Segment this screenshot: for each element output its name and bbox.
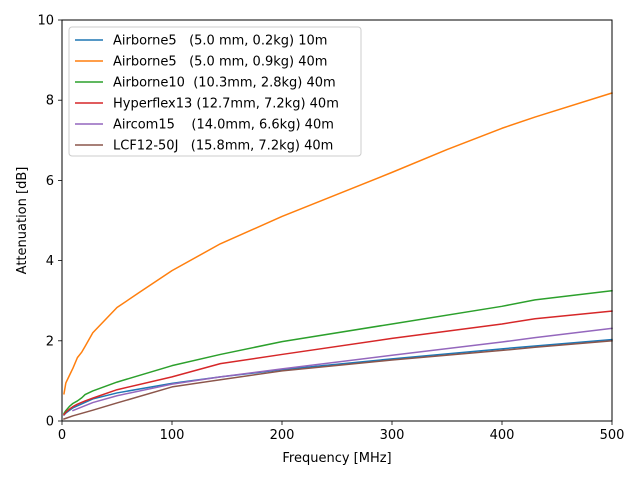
legend-label: Airborne5 (5.0 mm, 0.2kg) 10m [113,34,327,49]
plot-lines [62,92,613,420]
y-tick-label: 4 [46,254,54,269]
series-line-4 [62,310,613,416]
x-tick-label: 400 [490,428,515,443]
y-axis-ticks: 0 2 4 6 8 10 [37,14,62,430]
legend-label: Aircom15 (14.0mm, 6.6kg) 40m [113,118,334,133]
legend-box [68,26,362,157]
legend-label: Hyperflex13 (12.7mm, 7.2kg) 40m [113,97,339,112]
x-axis-label: Frequency [MHz] [282,451,391,466]
series-line-6 [63,339,613,420]
x-tick-label: 0 [58,428,66,443]
x-tick-label: 500 [600,428,625,443]
y-tick-label: 10 [37,14,54,29]
legend-label: Airborne5 (5.0 mm, 0.9kg) 40m [113,55,327,70]
y-tick-label: 2 [46,334,54,349]
y-tick-label: 8 [46,94,54,109]
legend-label: Airborne10 (10.3mm, 2.8kg) 40m [113,76,336,91]
x-tick-label: 200 [270,428,295,443]
legend: Airborne5 (5.0 mm, 0.2kg) 10m Airborne5 (… [68,26,362,157]
series-line-3 [62,289,613,415]
plot-frame [61,19,613,422]
x-tick-label: 300 [380,428,405,443]
y-tick-label: 0 [46,415,54,430]
legend-label: LCF12-50J (15.8mm, 7.2kg) 40m [113,139,333,154]
series-line-5 [72,327,613,412]
y-axis-label: Attenuation [dB] [15,167,30,275]
x-tick-label: 100 [160,428,185,443]
x-axis-ticks: 0 100 200 300 400 500 [58,421,625,443]
y-tick-label: 6 [46,174,54,189]
series-line-2 [63,92,613,395]
